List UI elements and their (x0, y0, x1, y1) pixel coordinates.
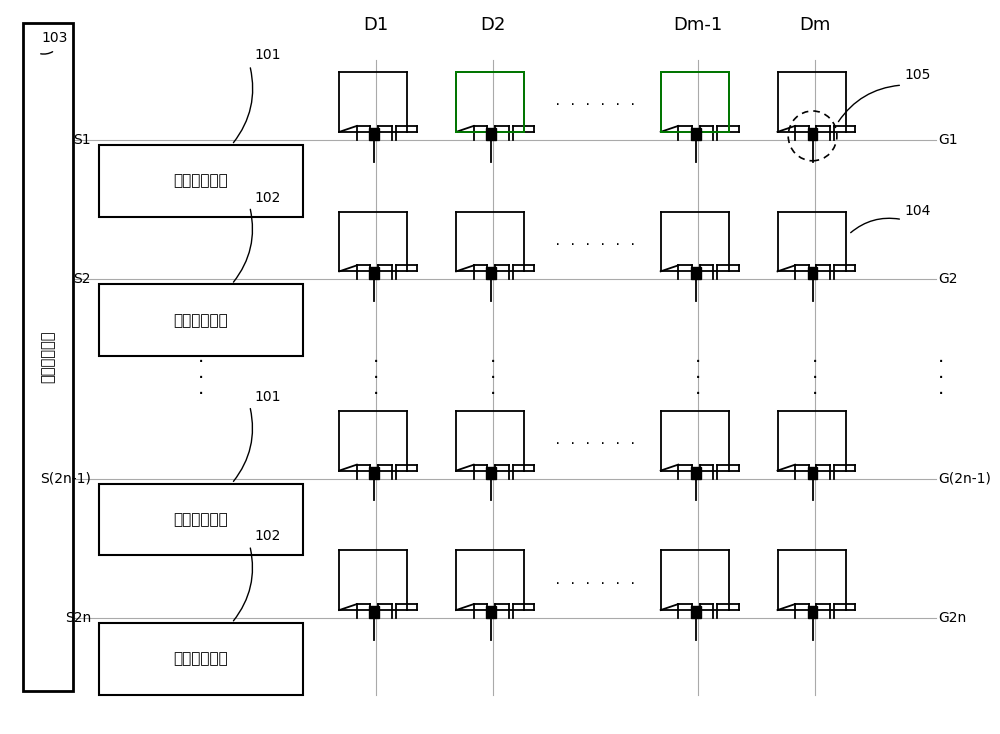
Polygon shape (691, 467, 701, 479)
Polygon shape (691, 128, 701, 140)
Text: ·
·
·: · · · (490, 354, 496, 404)
Polygon shape (808, 128, 817, 140)
Text: Dm: Dm (799, 16, 830, 34)
Text: G2: G2 (938, 272, 958, 286)
Text: ·
·
·: · · · (373, 354, 379, 404)
Text: S2n: S2n (65, 611, 91, 625)
Polygon shape (369, 267, 379, 280)
Text: 103: 103 (42, 32, 68, 46)
Text: 第二控制电路: 第二控制电路 (174, 313, 228, 327)
Polygon shape (369, 128, 379, 140)
Text: 105: 105 (904, 68, 930, 82)
Bar (23, 23, 73, 691)
Text: 第二控制电路: 第二控制电路 (174, 651, 228, 666)
Polygon shape (808, 267, 817, 280)
Polygon shape (369, 467, 379, 479)
Text: 第一控制电路: 第一控制电路 (174, 512, 228, 527)
Text: · · · · · ·: · · · · · · (554, 577, 637, 589)
Text: G1: G1 (938, 133, 958, 147)
Text: D2: D2 (480, 16, 506, 34)
Polygon shape (808, 606, 817, 618)
Text: G2n: G2n (938, 611, 966, 625)
Text: 栊极驱动电路: 栊极驱动电路 (41, 331, 56, 383)
Polygon shape (691, 606, 701, 618)
Text: 101: 101 (255, 390, 281, 404)
Text: S(2n-1): S(2n-1) (40, 471, 91, 486)
Bar (99, 484, 303, 556)
Text: ·
·
·: · · · (811, 354, 818, 404)
Text: · · · · · ·: · · · · · · (554, 238, 637, 251)
Text: 101: 101 (255, 48, 281, 62)
Text: S1: S1 (73, 133, 91, 147)
Bar (99, 284, 303, 356)
Text: 104: 104 (904, 203, 930, 217)
Polygon shape (486, 606, 496, 618)
Polygon shape (486, 128, 496, 140)
Text: D1: D1 (364, 16, 389, 34)
Text: 102: 102 (255, 191, 281, 205)
Text: G(2n-1): G(2n-1) (938, 471, 991, 486)
Text: 102: 102 (255, 529, 281, 543)
Polygon shape (808, 467, 817, 479)
Polygon shape (486, 467, 496, 479)
Text: · · · · · ·: · · · · · · (554, 98, 637, 112)
Polygon shape (486, 267, 496, 280)
Polygon shape (691, 267, 701, 280)
Bar (99, 623, 303, 695)
Polygon shape (369, 606, 379, 618)
Text: Dm-1: Dm-1 (673, 16, 722, 34)
Text: ·
·
·: · · · (938, 354, 944, 404)
Text: ·
·
·: · · · (198, 354, 204, 404)
Text: 第一控制电路: 第一控制电路 (174, 173, 228, 188)
Text: S2: S2 (73, 272, 91, 286)
Text: ·
·
·: · · · (695, 354, 701, 404)
Text: · · · · · ·: · · · · · · (554, 437, 637, 450)
Bar (99, 145, 303, 217)
